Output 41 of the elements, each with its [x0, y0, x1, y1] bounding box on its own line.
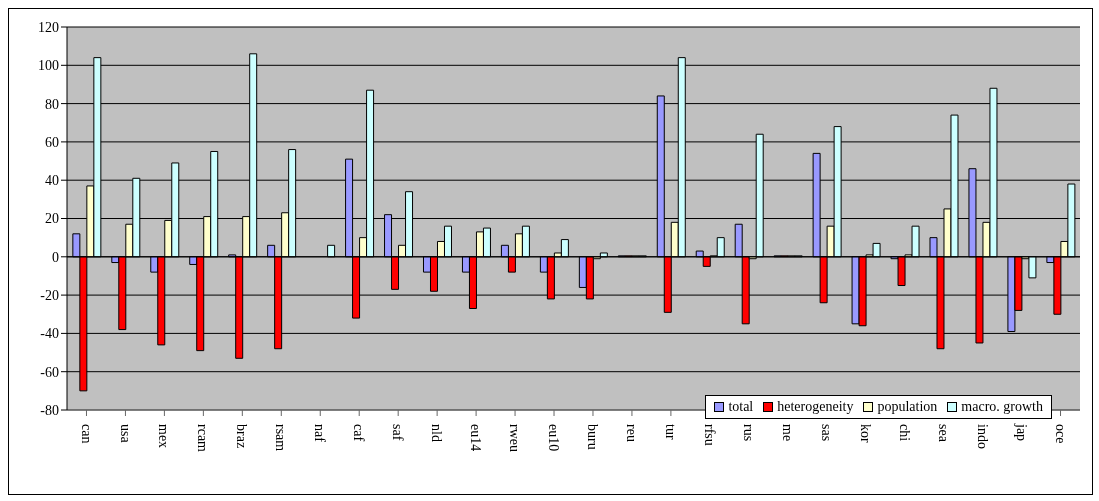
x-tick-label: caf — [351, 424, 367, 442]
x-tick-label: indo — [974, 424, 990, 449]
y-tick-label: 120 — [38, 19, 59, 35]
x-tick-label: braz — [234, 424, 250, 449]
x-tick-label: saf — [390, 424, 406, 441]
x-tick-label: rfsu — [701, 424, 717, 446]
x-tick-label: sea — [935, 424, 951, 443]
y-tick-label: 60 — [45, 134, 59, 150]
x-tick-label: rus — [740, 424, 756, 442]
y-tick-label: -80 — [40, 402, 59, 418]
x-tick-label: sas — [818, 424, 834, 442]
x-tick-label: me — [779, 424, 795, 442]
x-tick-label: naf — [312, 424, 328, 443]
x-tick-label: oce — [1052, 424, 1068, 444]
x-tick-label: rweu — [507, 424, 523, 452]
legend-label: heterogeneity — [776, 399, 854, 415]
y-tick-label: -40 — [40, 326, 59, 342]
x-tick-label: nld — [429, 424, 445, 442]
x-tick-label: tur — [663, 424, 678, 440]
x-tick-label: usa — [117, 424, 133, 444]
x-tick-label: reu — [624, 424, 640, 442]
x-tick-label: rsam — [273, 424, 289, 452]
x-tick-label: can — [78, 424, 94, 444]
x-tick-label: jap — [1013, 423, 1029, 442]
x-tick-label: buru — [585, 424, 601, 450]
y-tick-label: 20 — [45, 211, 59, 227]
y-tick-label: -20 — [40, 288, 59, 304]
legend-label: macro. growth — [960, 399, 1043, 415]
y-tick-label: 80 — [45, 96, 59, 112]
x-tick-label: eu14 — [468, 424, 484, 452]
x-tick-label: kor — [857, 424, 873, 443]
y-tick-label: -60 — [40, 364, 59, 380]
x-tick-label: mex — [156, 424, 172, 449]
y-tick-label: 0 — [52, 249, 59, 265]
y-tick-label: 40 — [45, 173, 59, 189]
legend-label: total — [727, 399, 754, 415]
x-tick-label: eu10 — [546, 424, 562, 452]
x-tick-label: rcam — [195, 424, 211, 453]
y-tick-label: 100 — [38, 58, 59, 74]
x-tick-label: chi — [896, 424, 912, 442]
legend-label: population — [876, 399, 938, 415]
